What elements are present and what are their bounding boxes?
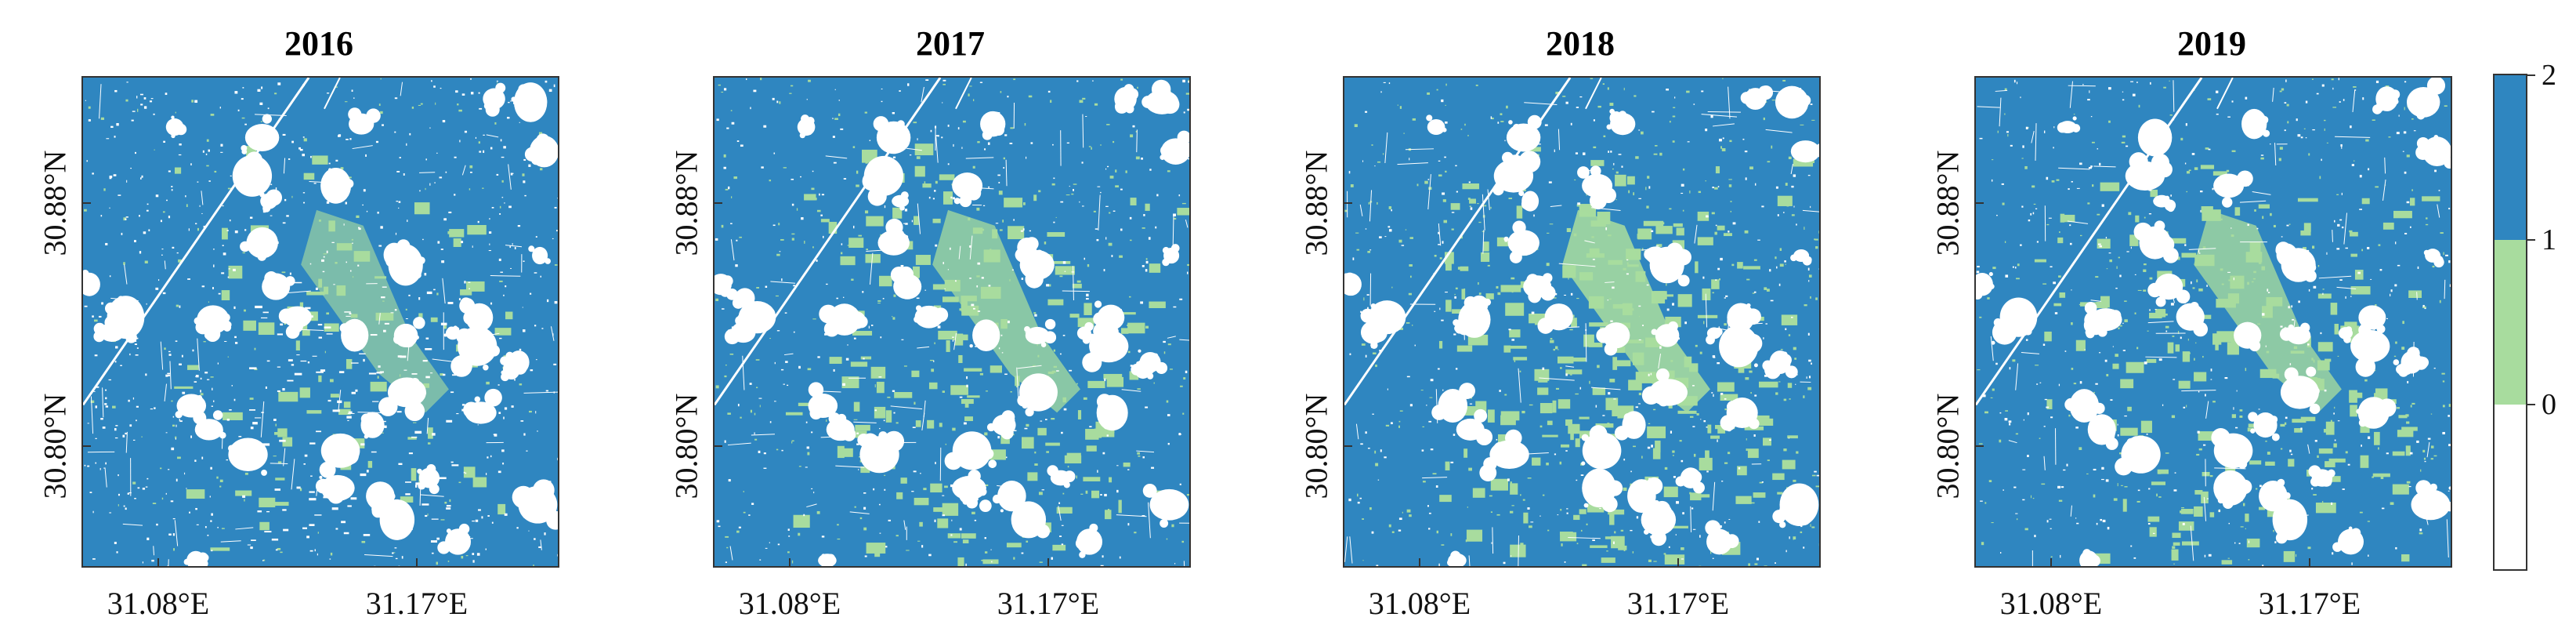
y-tick [1343,445,1352,447]
colorbar-tick [2527,404,2535,405]
raster-map [1974,76,2452,568]
x-tick [157,558,159,568]
map-panel-2017: 2017 31.08°E 31.17°E 30.88°N 30.80°N [631,0,1243,639]
x-tick [416,558,418,568]
raster-map [1343,76,1821,568]
x-tick [2309,558,2310,568]
colorbar-label: 2 [2542,59,2556,92]
x-tick-label: 31.08°E [738,586,841,621]
x-tick [1047,558,1049,568]
panel-title: 2019 [2177,24,2246,63]
y-tick [1974,202,1984,204]
x-tick-label: 31.17°E [1626,586,1730,621]
panel-title: 2016 [284,24,353,63]
colorbar-class-2 [2495,75,2526,241]
y-tick [1343,202,1352,204]
y-tick-label: 30.88°N [37,150,73,256]
colorbar-tick [2527,239,2535,241]
colorbar-class-1 [2495,240,2526,405]
x-tick [2050,558,2052,568]
x-tick-label: 31.08°E [1999,586,2103,621]
x-tick-label: 31.08°E [107,586,210,621]
y-tick [81,202,91,204]
y-tick-label: 30.88°N [1298,150,1334,256]
x-tick [1677,558,1679,568]
x-tick [789,558,791,568]
y-tick-label: 30.80°N [37,393,73,499]
x-tick-label: 31.08°E [1368,586,1471,621]
raster-map [81,76,559,568]
y-tick [713,202,722,204]
map-panel-2018: 2018 31.08°E 31.17°E 30.88°N 30.80°N [1261,0,1872,639]
map-panel-2019: 2019 31.08°E 31.17°E 30.88°N 30.80°N [1893,0,2504,639]
map-panel-2016: 2016 31.08°E 31.17°E 30.88°N 30.80°N [0,0,611,639]
y-tick [1974,445,1984,447]
colorbar-label: 1 [2542,223,2556,256]
y-tick [81,445,91,447]
x-tick-label: 31.17°E [2258,586,2361,621]
y-tick-label: 30.80°N [668,393,704,499]
colorbar-label: 0 [2542,388,2556,421]
x-tick-label: 31.17°E [365,586,469,621]
y-tick [713,445,722,447]
y-tick-label: 30.88°N [1930,150,1966,256]
panel-title: 2018 [1546,24,1615,63]
y-tick-label: 30.80°N [1298,393,1334,499]
y-tick-label: 30.88°N [668,150,704,256]
raster-map [713,76,1191,568]
colorbar-tick [2527,74,2535,76]
y-tick-label: 30.80°N [1930,393,1966,499]
x-tick-label: 31.17°E [997,586,1100,621]
colorbar-class-0 [2495,405,2526,569]
colorbar [2493,74,2527,571]
panel-title: 2017 [916,24,985,63]
x-tick [1419,558,1420,568]
